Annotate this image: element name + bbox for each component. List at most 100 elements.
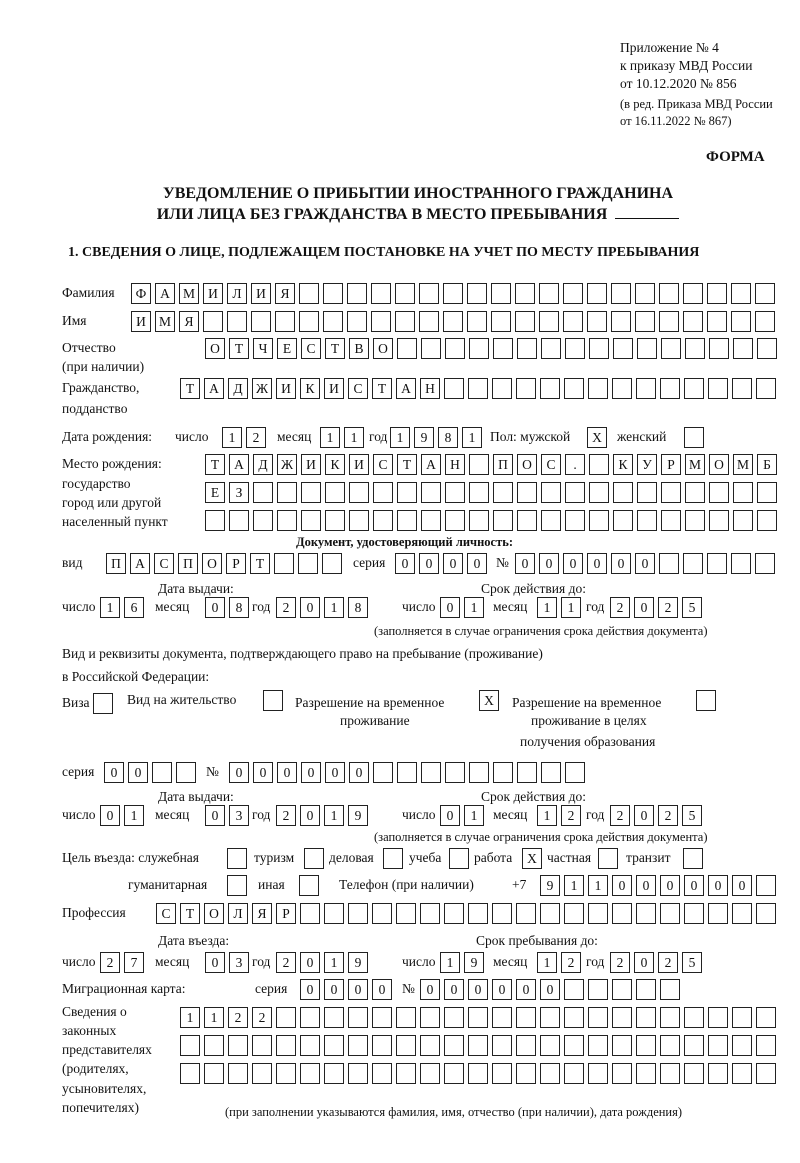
char-box[interactable] bbox=[469, 338, 489, 359]
char-box[interactable] bbox=[637, 338, 657, 359]
char-box[interactable]: И bbox=[276, 378, 296, 399]
char-box[interactable] bbox=[589, 454, 609, 475]
char-box[interactable]: 1 bbox=[222, 427, 242, 448]
char-box[interactable] bbox=[251, 311, 271, 332]
char-box[interactable] bbox=[420, 1007, 440, 1028]
char-box[interactable]: 0 bbox=[100, 805, 120, 826]
char-box[interactable]: С bbox=[301, 338, 321, 359]
char-box[interactable]: Т bbox=[205, 454, 225, 475]
char-box[interactable]: 2 bbox=[228, 1007, 248, 1028]
char-box[interactable]: Т bbox=[229, 338, 249, 359]
char-box[interactable] bbox=[517, 762, 537, 783]
char-box[interactable]: X bbox=[479, 690, 499, 711]
char-box[interactable] bbox=[733, 338, 753, 359]
char-box[interactable]: 8 bbox=[348, 597, 368, 618]
char-box[interactable] bbox=[636, 378, 656, 399]
char-box[interactable] bbox=[397, 338, 417, 359]
char-box[interactable]: Т bbox=[180, 378, 200, 399]
char-box[interactable] bbox=[493, 762, 513, 783]
char-box[interactable] bbox=[323, 283, 343, 304]
char-box[interactable] bbox=[636, 1035, 656, 1056]
char-box[interactable] bbox=[421, 482, 441, 503]
char-box[interactable]: Л bbox=[228, 903, 248, 924]
char-box[interactable] bbox=[468, 378, 488, 399]
char-box[interactable] bbox=[637, 510, 657, 531]
char-box[interactable] bbox=[733, 510, 753, 531]
char-box[interactable]: 0 bbox=[540, 979, 560, 1000]
char-box[interactable]: 0 bbox=[300, 597, 320, 618]
char-box[interactable]: 1 bbox=[324, 597, 344, 618]
char-box[interactable] bbox=[565, 762, 585, 783]
char-box[interactable]: 0 bbox=[636, 875, 656, 896]
char-box[interactable] bbox=[421, 762, 441, 783]
char-box[interactable]: 0 bbox=[587, 553, 607, 574]
char-box[interactable] bbox=[755, 311, 775, 332]
char-box[interactable] bbox=[612, 1007, 632, 1028]
char-box[interactable] bbox=[731, 553, 751, 574]
char-box[interactable] bbox=[371, 311, 391, 332]
char-box[interactable] bbox=[347, 283, 367, 304]
char-box[interactable]: 0 bbox=[104, 762, 124, 783]
char-box[interactable] bbox=[613, 338, 633, 359]
char-box[interactable]: 0 bbox=[443, 553, 463, 574]
char-box[interactable] bbox=[444, 1063, 464, 1084]
char-box[interactable]: К bbox=[325, 454, 345, 475]
char-box[interactable] bbox=[227, 848, 247, 869]
char-box[interactable] bbox=[540, 1063, 560, 1084]
char-box[interactable]: 0 bbox=[205, 597, 225, 618]
char-box[interactable]: 0 bbox=[612, 875, 632, 896]
char-box[interactable] bbox=[395, 283, 415, 304]
char-box[interactable]: 0 bbox=[300, 805, 320, 826]
char-box[interactable] bbox=[707, 283, 727, 304]
char-box[interactable] bbox=[227, 875, 247, 896]
char-box[interactable] bbox=[708, 1035, 728, 1056]
char-box[interactable]: 5 bbox=[682, 597, 702, 618]
char-box[interactable] bbox=[444, 378, 464, 399]
char-box[interactable]: 9 bbox=[348, 952, 368, 973]
char-box[interactable] bbox=[757, 338, 777, 359]
char-box[interactable] bbox=[420, 1035, 440, 1056]
char-box[interactable] bbox=[152, 762, 172, 783]
char-box[interactable]: 0 bbox=[205, 952, 225, 973]
char-box[interactable] bbox=[324, 1063, 344, 1084]
char-box[interactable] bbox=[396, 903, 416, 924]
char-box[interactable] bbox=[589, 482, 609, 503]
char-box[interactable]: 0 bbox=[515, 553, 535, 574]
char-box[interactable]: 9 bbox=[464, 952, 484, 973]
char-box[interactable]: 0 bbox=[300, 979, 320, 1000]
char-box[interactable] bbox=[372, 1063, 392, 1084]
char-box[interactable]: 0 bbox=[444, 979, 464, 1000]
char-box[interactable]: 0 bbox=[634, 597, 654, 618]
char-box[interactable] bbox=[685, 338, 705, 359]
char-box[interactable]: X bbox=[522, 848, 542, 869]
char-box[interactable]: 0 bbox=[634, 952, 654, 973]
char-box[interactable] bbox=[612, 1063, 632, 1084]
char-box[interactable] bbox=[564, 378, 584, 399]
char-box[interactable]: С bbox=[154, 553, 174, 574]
char-box[interactable]: 2 bbox=[610, 805, 630, 826]
char-box[interactable]: 0 bbox=[349, 762, 369, 783]
char-box[interactable]: 9 bbox=[414, 427, 434, 448]
char-box[interactable]: X bbox=[587, 427, 607, 448]
char-box[interactable] bbox=[565, 482, 585, 503]
char-box[interactable] bbox=[635, 283, 655, 304]
char-box[interactable]: Д bbox=[228, 378, 248, 399]
char-box[interactable] bbox=[445, 338, 465, 359]
char-box[interactable] bbox=[276, 1063, 296, 1084]
char-box[interactable] bbox=[421, 510, 441, 531]
char-box[interactable] bbox=[709, 510, 729, 531]
char-box[interactable] bbox=[420, 1063, 440, 1084]
char-box[interactable]: 0 bbox=[660, 875, 680, 896]
char-box[interactable] bbox=[468, 903, 488, 924]
char-box[interactable]: 5 bbox=[682, 805, 702, 826]
char-box[interactable] bbox=[445, 482, 465, 503]
char-box[interactable]: 1 bbox=[564, 875, 584, 896]
char-box[interactable] bbox=[757, 482, 777, 503]
char-box[interactable] bbox=[683, 311, 703, 332]
char-box[interactable] bbox=[372, 903, 392, 924]
char-box[interactable] bbox=[613, 510, 633, 531]
char-box[interactable] bbox=[683, 553, 703, 574]
char-box[interactable]: 0 bbox=[395, 553, 415, 574]
char-box[interactable]: 1 bbox=[204, 1007, 224, 1028]
char-box[interactable] bbox=[709, 338, 729, 359]
